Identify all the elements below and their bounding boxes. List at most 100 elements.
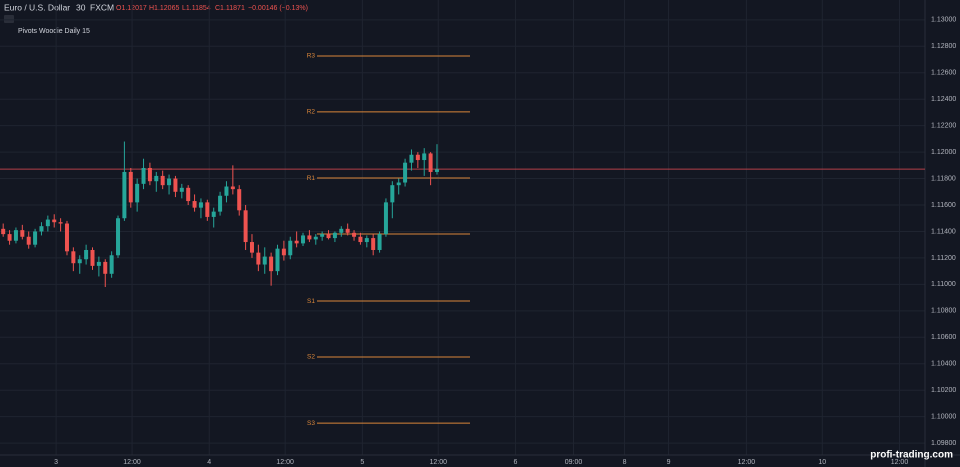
candle-body <box>147 167 152 182</box>
candle-body <box>371 238 376 250</box>
candle-body <box>396 182 401 186</box>
y-tick-label: 1.10800 <box>931 308 956 315</box>
candle-body <box>301 235 306 244</box>
pivot-label: R1 <box>307 175 316 182</box>
candle-body <box>167 178 172 186</box>
candle-body <box>434 169 439 172</box>
x-tick-label: 12:00 <box>123 459 141 466</box>
candle-body <box>237 189 242 211</box>
candle-body <box>186 187 191 202</box>
candle-body <box>249 242 254 253</box>
candle-body <box>179 187 184 192</box>
candle-body <box>160 175 165 186</box>
candle-body <box>313 236 318 240</box>
y-tick-label: 1.11200 <box>931 255 956 262</box>
y-tick-label: 1.11800 <box>931 175 956 182</box>
x-tick-label: 8 <box>623 459 627 466</box>
candle-body <box>77 259 82 264</box>
x-tick-label: 12:00 <box>738 459 756 466</box>
y-tick-label: 1.11400 <box>931 228 956 235</box>
y-tick-label: 1.13000 <box>931 17 956 24</box>
candle-body <box>45 219 50 227</box>
source: FXCM <box>90 2 114 12</box>
candle-body <box>33 231 38 245</box>
indicator-name: Pivots Woodie Daily 15 <box>18 28 90 35</box>
candle-body <box>116 218 121 256</box>
candle-body <box>192 201 197 208</box>
y-tick-label: 1.10600 <box>931 334 956 341</box>
x-tick-label: 9 <box>667 459 671 466</box>
candle-body <box>58 222 63 224</box>
candle-body <box>20 230 25 237</box>
y-tick-label: 1.12600 <box>931 70 956 77</box>
candle-body <box>243 210 248 243</box>
candle-body <box>198 202 203 208</box>
x-tick-label: 09:00 <box>565 459 583 466</box>
candle-body <box>377 234 382 250</box>
pivot-label: R3 <box>307 53 316 60</box>
y-tick-label: 1.12800 <box>931 43 956 50</box>
candle-body <box>415 154 420 161</box>
symbol: Euro / U.S. Dollar <box>4 2 70 12</box>
candle-body <box>275 248 280 272</box>
quote-value: H1.12065 <box>149 5 179 12</box>
candle-body <box>154 175 159 182</box>
candle-body <box>332 232 337 239</box>
candle-body <box>288 240 293 256</box>
candle-body <box>358 236 363 243</box>
candle-body <box>403 162 408 183</box>
candle-body <box>173 178 178 192</box>
watermark: profi-trading.com <box>870 450 953 461</box>
candle-body <box>141 167 146 184</box>
x-tick-label: 10 <box>818 459 826 466</box>
candle-body <box>262 256 267 265</box>
candle-body <box>211 211 216 217</box>
candle-body <box>256 252 261 265</box>
y-tick-label: 1.10200 <box>931 387 956 394</box>
candle-body <box>90 249 95 266</box>
candle-body <box>128 171 133 203</box>
candle-body <box>352 232 357 237</box>
candle-body <box>7 234 12 241</box>
candle-body <box>135 183 140 203</box>
pivot-label: S1 <box>307 298 315 305</box>
y-tick-label: 1.12400 <box>931 96 956 103</box>
candle-body <box>428 153 433 172</box>
x-tick-label: 12:00 <box>276 459 294 466</box>
y-tick-label: 1.12200 <box>931 122 956 129</box>
candle-body <box>269 256 274 272</box>
candle-body <box>307 235 312 240</box>
candle-body <box>84 249 89 260</box>
y-tick-label: 1.10000 <box>931 413 956 420</box>
x-tick-label: 3 <box>54 459 58 466</box>
x-tick-label: 6 <box>513 459 517 466</box>
candle-body <box>64 223 69 252</box>
y-tick-label: 1.11600 <box>931 202 956 209</box>
pivot-label: R2 <box>307 109 316 116</box>
candle-body <box>224 186 229 196</box>
candle-body <box>409 154 414 163</box>
y-tick-label: 1.11000 <box>931 281 956 288</box>
candle-body <box>422 153 427 161</box>
x-tick-label: 12:00 <box>891 459 909 466</box>
quote-value: O1.12017 <box>116 5 147 12</box>
candle-body <box>339 228 344 233</box>
candle-body <box>294 240 299 244</box>
candle-body <box>364 238 369 243</box>
candle-body <box>26 236 31 245</box>
pivot-label: S2 <box>307 354 315 361</box>
y-tick-label: 1.10400 <box>931 361 956 368</box>
y-tick-label: 1.09800 <box>931 440 956 447</box>
candle-body <box>122 171 127 219</box>
quote-value: L1.11854 <box>182 5 211 12</box>
pivot-label: S3 <box>307 420 315 427</box>
candle-body <box>13 230 18 241</box>
candle-body <box>205 202 210 217</box>
collapse-button[interactable] <box>4 15 14 23</box>
quote-value: −0.00146 (−0.13%) <box>248 5 308 12</box>
x-tick-label: 12:00 <box>429 459 447 466</box>
candle-body <box>109 255 114 274</box>
candle-body <box>39 226 44 232</box>
candle-body <box>390 185 395 203</box>
